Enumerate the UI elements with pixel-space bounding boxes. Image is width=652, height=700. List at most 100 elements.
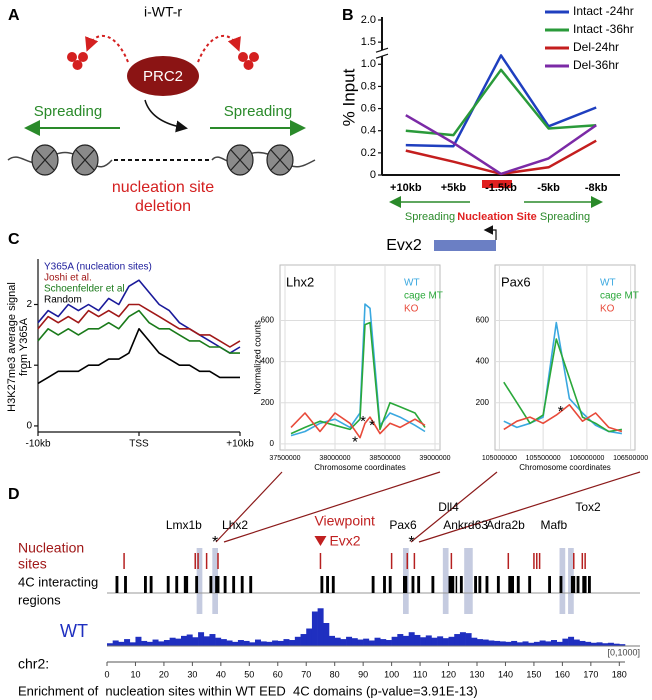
legend-label: cage MT <box>600 291 639 302</box>
y-tick-label: 2.0 <box>361 14 376 26</box>
line-chart: 0 200 400 600 37500000 38000000 38500000 390000… <box>252 264 451 472</box>
signal-bar <box>459 632 466 646</box>
track-label: regions <box>18 592 61 607</box>
signal-bar <box>283 639 290 646</box>
track-label: 4C interacting <box>18 574 98 589</box>
annotation: * <box>360 413 366 430</box>
interacting-region <box>166 576 170 593</box>
legend-label: Schoenfelder et al. <box>44 284 127 295</box>
line-chart: 0 1 2 -10kb TSS +10kb Y365A (nucleation sites)… <box>6 259 254 450</box>
interacting-region <box>485 576 489 593</box>
signal-bar <box>311 611 318 646</box>
x-tick-label: 105000000 <box>482 455 517 462</box>
zoom-lines <box>215 471 641 543</box>
x-tick-label: 39000000 <box>419 455 450 462</box>
y-tick-label: 600 <box>261 316 275 325</box>
signal-bar <box>477 639 483 646</box>
highlight <box>559 548 566 614</box>
x-tick-label: 140 <box>498 669 513 679</box>
signal-bar <box>346 636 353 646</box>
panel-label: C <box>8 231 20 248</box>
interacting-region <box>576 576 580 593</box>
signal-bar <box>499 641 506 646</box>
signal-bar <box>192 637 199 646</box>
signal-bar <box>107 643 113 646</box>
signal-bar <box>306 628 313 646</box>
x-tick-label: 160 <box>555 669 570 679</box>
track-label: WT <box>60 621 88 641</box>
interacting-region <box>588 576 591 593</box>
interacting-region <box>403 576 408 593</box>
interacting-region <box>528 576 532 593</box>
interacting-region <box>115 576 119 593</box>
x-tick-label: 120 <box>441 669 456 679</box>
series-line <box>405 68 597 137</box>
signal-bar <box>169 637 176 646</box>
highlight <box>196 548 203 614</box>
nucleosomes <box>31 144 294 176</box>
signal-bar <box>619 644 626 646</box>
x-tick-label: 170 <box>583 669 598 679</box>
x-tick-label: TSS <box>129 439 149 450</box>
plot-area <box>494 264 636 451</box>
arrow-label: Spreading <box>34 103 102 120</box>
interacting-region <box>215 576 220 593</box>
signal-bar <box>357 639 364 646</box>
interacting-region <box>383 576 386 593</box>
signal-bar <box>420 637 427 646</box>
x-tick-label: 40 <box>216 669 226 679</box>
legend-label: Intact -24hr <box>573 4 634 18</box>
signal-bar <box>186 634 193 646</box>
interacting-region <box>195 576 199 593</box>
x-tick-label: 38000000 <box>319 455 350 462</box>
track-label: Nucleation <box>18 540 84 556</box>
signal-bar <box>596 642 603 646</box>
gene-label: Tox2 <box>575 500 601 514</box>
signal-bar <box>431 637 438 646</box>
x-tick-label: +5kb <box>441 182 467 194</box>
arrow <box>144 99 188 133</box>
range-label: [0,1000] <box>607 647 640 657</box>
signal-bar <box>289 640 296 646</box>
gene-label: Adra2b <box>486 518 525 532</box>
signal-bar <box>158 641 165 646</box>
series-line <box>37 309 240 354</box>
signal-bar <box>448 636 455 646</box>
dna <box>7 151 113 168</box>
signal-bar <box>363 638 370 646</box>
signal-bar <box>152 639 159 646</box>
x-tick-label: 30 <box>187 669 197 679</box>
signal-bar <box>562 638 569 646</box>
x-tick-label: 60 <box>273 669 283 679</box>
x-tick-label: 80 <box>330 669 340 679</box>
signal-bar <box>163 640 170 646</box>
x-tick-label: 100 <box>384 669 399 679</box>
viewpoint-label: Viewpoint <box>314 513 375 529</box>
interacting-region <box>232 576 236 593</box>
x-tick-label: 37500000 <box>269 455 300 462</box>
signal-bar <box>533 641 540 646</box>
signal-bar <box>226 640 233 646</box>
signal-bar <box>112 640 119 646</box>
signal-bar <box>385 640 392 646</box>
signal-bar <box>243 640 250 646</box>
chart-title: Pax6 <box>501 274 531 289</box>
arrow-label: Spreading <box>224 103 292 120</box>
y-tick-label: 2 <box>26 299 32 310</box>
interacting-region <box>326 576 329 593</box>
panel-label: D <box>8 486 20 503</box>
legend-label: WT <box>600 278 616 289</box>
interacting-region <box>240 576 244 593</box>
signal-bar <box>539 640 546 646</box>
signal-bar <box>294 636 301 646</box>
y-tick-label: 0.6 <box>361 102 376 114</box>
signal-bar <box>141 640 148 646</box>
y-tick-label: 0 <box>370 169 376 181</box>
signal-bar <box>374 637 381 646</box>
signal-bar <box>181 635 187 646</box>
x-tick-label: -1.5kb <box>485 182 517 194</box>
series-line <box>405 114 597 176</box>
signal-bar <box>425 635 432 646</box>
line-chart: 200 400 600 105000000 105500000 106000000 1065… <box>476 264 648 472</box>
viewpoint-gene: Evx2 <box>329 533 360 549</box>
